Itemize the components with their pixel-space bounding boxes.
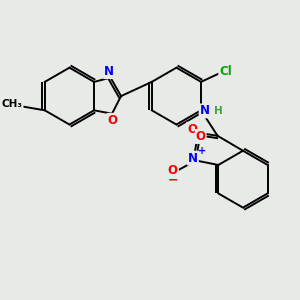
Text: Cl: Cl bbox=[219, 65, 232, 79]
Text: −: − bbox=[168, 173, 178, 186]
Text: N: N bbox=[104, 65, 114, 78]
Text: O: O bbox=[196, 130, 206, 143]
Text: N: N bbox=[188, 152, 198, 165]
Text: O: O bbox=[187, 123, 197, 136]
Text: O: O bbox=[108, 114, 118, 127]
Text: N: N bbox=[200, 104, 210, 117]
Text: CH₃: CH₃ bbox=[2, 99, 23, 109]
Text: H: H bbox=[214, 106, 223, 116]
Text: +: + bbox=[198, 146, 206, 157]
Text: O: O bbox=[168, 164, 178, 178]
